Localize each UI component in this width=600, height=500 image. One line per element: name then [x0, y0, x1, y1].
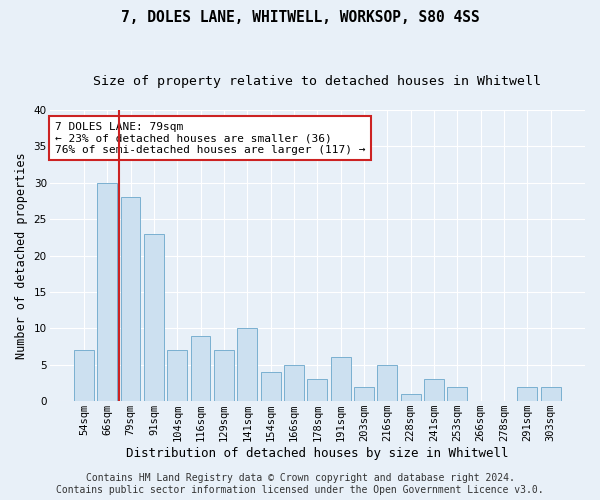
Bar [238, 328, 257, 401]
X-axis label: Distribution of detached houses by size in Whitwell: Distribution of detached houses by size … [126, 447, 509, 460]
Bar [307, 380, 327, 401]
Y-axis label: Number of detached properties: Number of detached properties [15, 152, 28, 359]
Bar [424, 380, 444, 401]
Bar [191, 336, 211, 401]
Bar [517, 386, 538, 401]
Bar [377, 365, 397, 401]
Bar [74, 350, 94, 401]
Bar [331, 358, 350, 401]
Bar [541, 386, 560, 401]
Title: Size of property relative to detached houses in Whitwell: Size of property relative to detached ho… [93, 75, 541, 88]
Text: 7, DOLES LANE, WHITWELL, WORKSOP, S80 4SS: 7, DOLES LANE, WHITWELL, WORKSOP, S80 4S… [121, 10, 479, 25]
Bar [448, 386, 467, 401]
Bar [97, 183, 117, 401]
Bar [121, 198, 140, 401]
Text: 7 DOLES LANE: 79sqm
← 23% of detached houses are smaller (36)
76% of semi-detach: 7 DOLES LANE: 79sqm ← 23% of detached ho… [55, 122, 365, 155]
Bar [284, 365, 304, 401]
Bar [260, 372, 281, 401]
Bar [354, 386, 374, 401]
Text: Contains HM Land Registry data © Crown copyright and database right 2024.
Contai: Contains HM Land Registry data © Crown c… [56, 474, 544, 495]
Bar [144, 234, 164, 401]
Bar [401, 394, 421, 401]
Bar [214, 350, 234, 401]
Bar [167, 350, 187, 401]
